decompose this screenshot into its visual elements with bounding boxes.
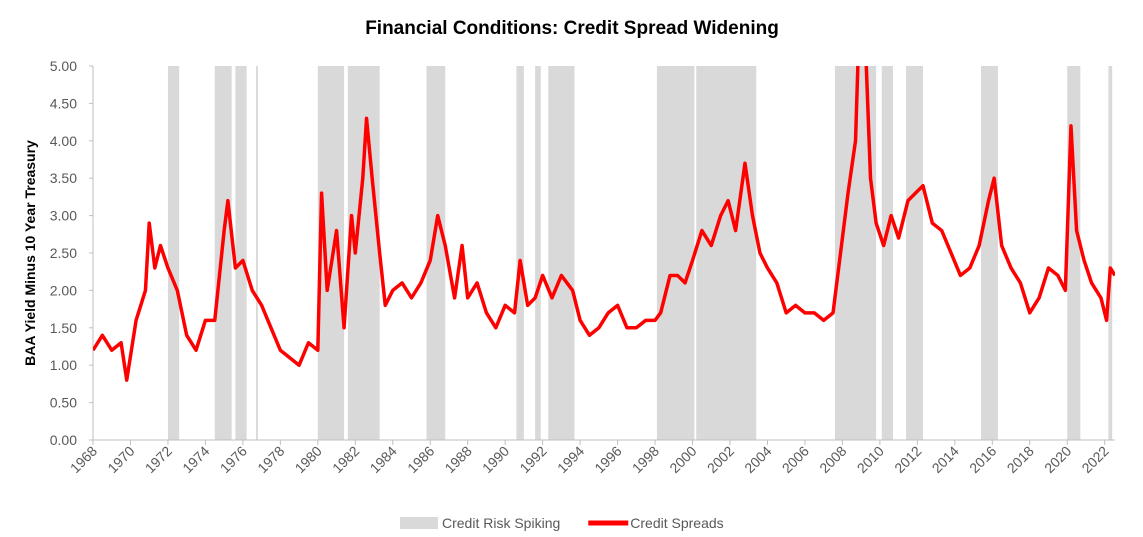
x-tick-label: 1984 — [367, 443, 400, 476]
x-tick-label: 1988 — [441, 443, 474, 476]
shaded-span — [255, 66, 258, 440]
shaded-span — [696, 66, 757, 440]
y-tick-label: 1.00 — [50, 357, 77, 373]
x-tick-label: 2000 — [666, 443, 699, 476]
x-tick-label: 1986 — [404, 443, 437, 476]
shaded-span — [426, 66, 446, 440]
x-tick-label: 1996 — [591, 443, 624, 476]
shaded-span — [981, 66, 998, 440]
y-tick-label: 2.00 — [50, 282, 77, 298]
x-tick-label: 2022 — [1078, 443, 1111, 476]
y-tick-label: 4.00 — [50, 133, 77, 149]
x-tick-label: 2002 — [704, 443, 737, 476]
legend-label: Credit Risk Spiking — [442, 515, 560, 531]
x-tick-label: 1990 — [479, 443, 512, 476]
y-tick-label: 5.00 — [50, 58, 77, 74]
chart-title: Financial Conditions: Credit Spread Wide… — [365, 18, 779, 39]
shaded-span — [881, 66, 893, 440]
x-tick-label: 1982 — [329, 443, 362, 476]
x-tick-label: 2008 — [816, 443, 849, 476]
y-tick-label: 4.50 — [50, 95, 77, 111]
x-tick-label: 1992 — [516, 443, 549, 476]
x-tick-label: 2016 — [966, 443, 999, 476]
y-tick-label: 1.50 — [50, 320, 77, 336]
x-tick-label: 2004 — [741, 443, 774, 476]
legend-swatch — [400, 517, 438, 529]
y-tick-label: 3.00 — [50, 208, 77, 224]
y-tick-label: 2.50 — [50, 245, 77, 261]
spread-line — [93, 66, 1115, 382]
y-axis-label: BAA Yield Minus 10 Year Treasury — [22, 140, 38, 366]
shaded-span — [1067, 66, 1081, 440]
x-tick-label: 1976 — [217, 443, 250, 476]
x-tick-label: 2006 — [779, 443, 812, 476]
shaded-span — [906, 66, 923, 440]
x-tick-label: 2010 — [854, 443, 887, 476]
x-tick-label: 1978 — [254, 443, 287, 476]
shaded-span — [167, 66, 180, 440]
x-tick-label: 1974 — [179, 443, 212, 476]
shaded-span — [347, 66, 380, 440]
x-tick-label: 1972 — [142, 443, 175, 476]
x-tick-label: 2014 — [929, 443, 962, 476]
shaded-span — [516, 66, 524, 440]
y-tick-label: 0.50 — [50, 395, 77, 411]
y-tick-label: 0.00 — [50, 432, 77, 448]
x-tick-label: 1994 — [554, 443, 587, 476]
shaded-span — [1108, 66, 1113, 440]
shaded-span — [656, 66, 695, 440]
y-tick-label: 3.50 — [50, 170, 77, 186]
x-tick-label: 1998 — [629, 443, 662, 476]
x-tick-label: 2012 — [891, 443, 924, 476]
x-tick-label: 1970 — [104, 443, 137, 476]
x-tick-label: 2018 — [1004, 443, 1037, 476]
shaded-span — [235, 66, 247, 440]
shaded-span — [548, 66, 575, 440]
x-tick-label: 2020 — [1041, 443, 1074, 476]
shaded-span — [535, 66, 541, 440]
x-tick-label: 1980 — [292, 443, 325, 476]
legend-label: Credit Spreads — [630, 515, 723, 531]
